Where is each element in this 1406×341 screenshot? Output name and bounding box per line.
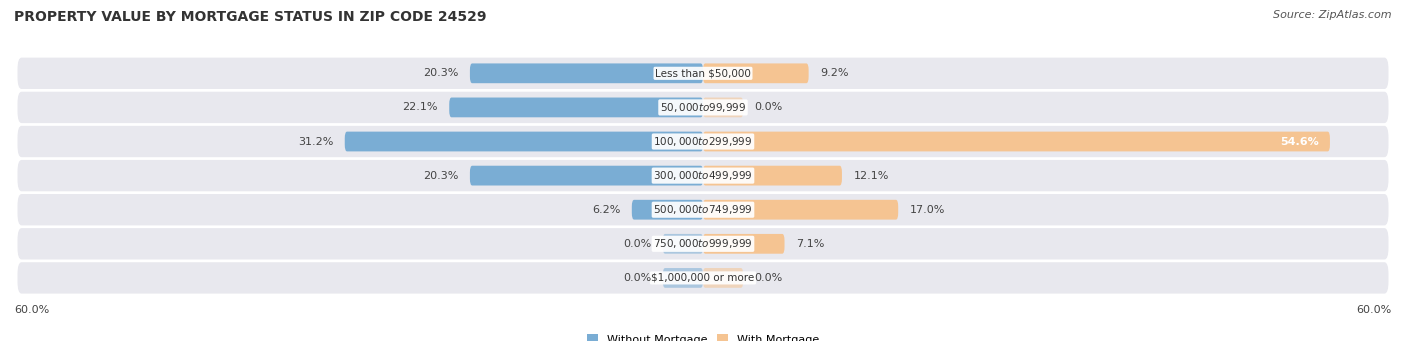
FancyBboxPatch shape xyxy=(703,98,744,117)
FancyBboxPatch shape xyxy=(662,234,703,254)
Text: 17.0%: 17.0% xyxy=(910,205,945,215)
FancyBboxPatch shape xyxy=(703,268,744,288)
Text: PROPERTY VALUE BY MORTGAGE STATUS IN ZIP CODE 24529: PROPERTY VALUE BY MORTGAGE STATUS IN ZIP… xyxy=(14,10,486,24)
FancyBboxPatch shape xyxy=(631,200,703,220)
Text: 12.1%: 12.1% xyxy=(853,170,889,181)
FancyBboxPatch shape xyxy=(17,58,1389,89)
FancyBboxPatch shape xyxy=(17,92,1389,123)
FancyBboxPatch shape xyxy=(450,98,703,117)
Text: 6.2%: 6.2% xyxy=(592,205,620,215)
Text: 54.6%: 54.6% xyxy=(1279,136,1319,147)
Text: 0.0%: 0.0% xyxy=(755,102,783,113)
Text: 9.2%: 9.2% xyxy=(820,68,849,78)
Legend: Without Mortgage, With Mortgage: Without Mortgage, With Mortgage xyxy=(582,330,824,341)
Text: 22.1%: 22.1% xyxy=(402,102,437,113)
FancyBboxPatch shape xyxy=(662,268,703,288)
FancyBboxPatch shape xyxy=(703,234,785,254)
Text: Source: ZipAtlas.com: Source: ZipAtlas.com xyxy=(1274,10,1392,20)
FancyBboxPatch shape xyxy=(703,63,808,83)
FancyBboxPatch shape xyxy=(703,166,842,186)
Text: 0.0%: 0.0% xyxy=(623,273,651,283)
FancyBboxPatch shape xyxy=(17,126,1389,157)
Text: $50,000 to $99,999: $50,000 to $99,999 xyxy=(659,101,747,114)
Text: $500,000 to $749,999: $500,000 to $749,999 xyxy=(654,203,752,216)
Text: 0.0%: 0.0% xyxy=(623,239,651,249)
Text: 60.0%: 60.0% xyxy=(14,305,49,315)
Text: 60.0%: 60.0% xyxy=(1357,305,1392,315)
Text: Less than $50,000: Less than $50,000 xyxy=(655,68,751,78)
Text: 7.1%: 7.1% xyxy=(796,239,824,249)
Text: 0.0%: 0.0% xyxy=(755,273,783,283)
FancyBboxPatch shape xyxy=(344,132,703,151)
Text: $750,000 to $999,999: $750,000 to $999,999 xyxy=(654,237,752,250)
FancyBboxPatch shape xyxy=(703,132,1330,151)
FancyBboxPatch shape xyxy=(17,228,1389,260)
FancyBboxPatch shape xyxy=(703,200,898,220)
Text: $300,000 to $499,999: $300,000 to $499,999 xyxy=(654,169,752,182)
Text: $1,000,000 or more: $1,000,000 or more xyxy=(651,273,755,283)
FancyBboxPatch shape xyxy=(470,166,703,186)
FancyBboxPatch shape xyxy=(17,262,1389,294)
Text: 20.3%: 20.3% xyxy=(423,68,458,78)
Text: 31.2%: 31.2% xyxy=(298,136,333,147)
FancyBboxPatch shape xyxy=(470,63,703,83)
Text: 20.3%: 20.3% xyxy=(423,170,458,181)
FancyBboxPatch shape xyxy=(17,160,1389,191)
FancyBboxPatch shape xyxy=(17,194,1389,225)
Text: $100,000 to $299,999: $100,000 to $299,999 xyxy=(654,135,752,148)
